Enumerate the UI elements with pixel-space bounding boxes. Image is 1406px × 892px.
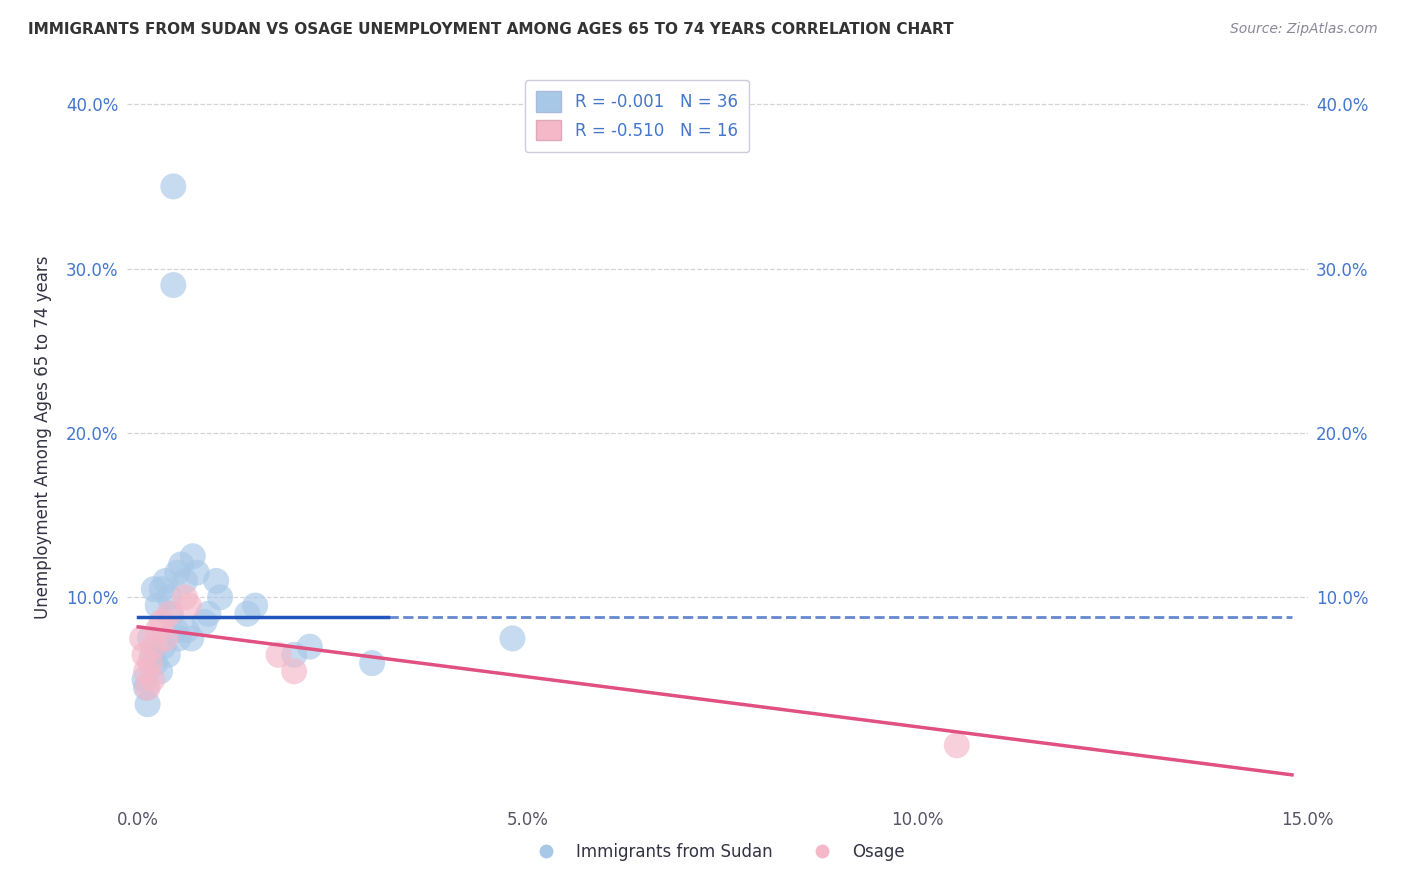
Point <box>156 648 179 662</box>
Point <box>186 566 208 580</box>
Y-axis label: Unemployment Among Ages 65 to 74 years: Unemployment Among Ages 65 to 74 years <box>34 255 52 619</box>
Point <box>298 640 321 654</box>
Point <box>150 582 173 596</box>
Point <box>176 624 198 638</box>
Legend: Immigrants from Sudan, Osage: Immigrants from Sudan, Osage <box>523 837 911 868</box>
Point <box>193 615 215 629</box>
Point <box>146 624 169 638</box>
Point <box>145 656 167 670</box>
Point <box>157 591 180 605</box>
Point <box>136 681 159 695</box>
Text: Source: ZipAtlas.com: Source: ZipAtlas.com <box>1230 22 1378 37</box>
Point <box>283 665 305 679</box>
Point <box>131 632 153 646</box>
Point <box>174 591 197 605</box>
Point <box>177 599 200 613</box>
Point <box>243 599 266 613</box>
Point <box>142 640 165 654</box>
Point <box>174 574 197 588</box>
Point <box>180 632 202 646</box>
Point <box>162 278 184 293</box>
Point <box>136 697 159 711</box>
Point <box>170 558 193 572</box>
Point <box>166 566 188 580</box>
Point <box>162 179 184 194</box>
Point <box>167 632 190 646</box>
Point <box>141 648 163 662</box>
Point <box>165 624 187 638</box>
Point <box>139 632 162 646</box>
Point <box>155 574 177 588</box>
Point <box>152 640 174 654</box>
Point <box>157 607 180 621</box>
Point <box>149 665 172 679</box>
Point <box>150 615 173 629</box>
Point <box>135 681 157 695</box>
Point <box>142 582 165 596</box>
Point <box>134 648 156 662</box>
Point <box>181 549 204 564</box>
Point <box>361 656 384 670</box>
Point <box>134 673 156 687</box>
Point <box>267 648 290 662</box>
Point <box>197 607 219 621</box>
Point <box>209 591 232 605</box>
Point <box>283 648 305 662</box>
Point <box>236 607 259 621</box>
Point <box>160 607 183 621</box>
Point <box>155 632 177 646</box>
Point <box>205 574 228 588</box>
Point <box>141 673 163 687</box>
Point <box>501 632 523 646</box>
Point <box>146 599 169 613</box>
Text: IMMIGRANTS FROM SUDAN VS OSAGE UNEMPLOYMENT AMONG AGES 65 TO 74 YEARS CORRELATIO: IMMIGRANTS FROM SUDAN VS OSAGE UNEMPLOYM… <box>28 22 953 37</box>
Point <box>945 739 967 753</box>
Point <box>139 656 162 670</box>
Point <box>135 665 157 679</box>
